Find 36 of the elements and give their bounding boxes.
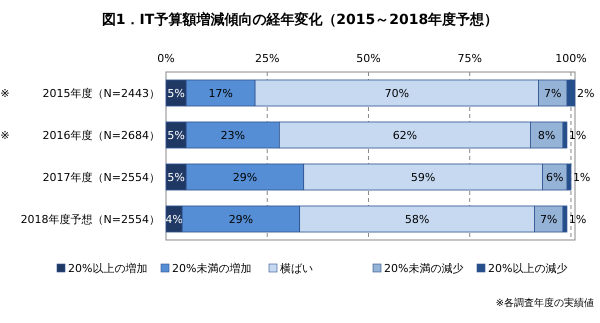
x-tick-label: 25% (255, 52, 280, 65)
y-tick-label: 2017年度（N=2554） (42, 171, 160, 184)
data-label: 29% (228, 213, 254, 226)
data-label: 2% (577, 87, 594, 100)
data-label: 5% (167, 171, 185, 184)
legend-label: 20%以上の増加 (68, 262, 148, 275)
data-label: 7% (540, 213, 558, 226)
data-label: 8% (538, 129, 556, 142)
y-tick-label: ※ 2016年度（N=2684） (0, 129, 160, 142)
data-label: 5% (167, 87, 185, 100)
chart-title: 図1．IT予算額増減傾向の経年変化（2015～2018年度予想） (102, 11, 498, 28)
data-label: 4% (165, 213, 183, 226)
data-label: 1% (572, 171, 590, 184)
text: ※各調査年度の実績値 (496, 297, 594, 309)
data-label: 6% (546, 171, 564, 184)
data-label: 70% (384, 87, 410, 100)
x-tick-label: 100% (555, 52, 587, 65)
y-tick-label: 2018年度予想（N=2554） (20, 213, 160, 226)
data-label: 7% (544, 87, 562, 100)
legend-label: 横ばい (280, 262, 313, 275)
data-label: 29% (232, 171, 258, 184)
y-tick-label: ※ 2015年度（N=2443） (0, 87, 160, 100)
data-label: 1% (568, 129, 586, 142)
x-tick-label: 50% (356, 52, 381, 65)
data-label: 58% (404, 213, 430, 226)
data-label: 5% (167, 129, 185, 142)
legend-label: 20%未満の増加 (172, 262, 252, 275)
data-label: 62% (392, 129, 418, 142)
legend-label: 20%以上の減少 (488, 262, 568, 275)
data-label: 23% (220, 129, 246, 142)
data-label: 1% (568, 213, 586, 226)
data-label: 17% (208, 87, 233, 100)
legend-label: 20%未満の減少 (384, 262, 464, 275)
data-label: 59% (410, 171, 436, 184)
x-tick-label: 75% (457, 52, 482, 65)
x-tick-label: 0% (157, 52, 175, 65)
